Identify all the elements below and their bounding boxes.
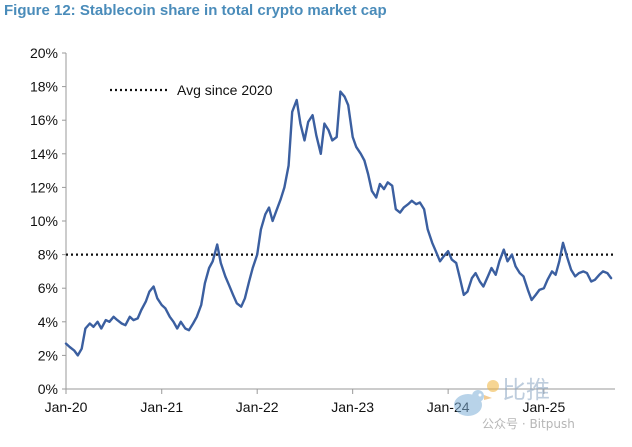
x-tick-label: Jan-25: [522, 399, 565, 415]
legend: Avg since 2020: [110, 82, 273, 98]
x-tick-label: Jan-21: [140, 399, 183, 415]
x-axis: Jan-20 Jan-21 Jan-22 Jan-23 Jan-24 Jan-25: [45, 388, 615, 415]
y-tick-label: 16%: [30, 112, 58, 128]
y-tick-label: 0%: [38, 381, 58, 397]
x-tick-label: Jan-23: [331, 399, 374, 415]
y-tick-label: 20%: [30, 45, 58, 61]
y-tick-label: 12%: [30, 179, 58, 195]
stablecoin-share-series-line: [64, 90, 613, 357]
y-tick-label: 14%: [30, 146, 58, 162]
y-tick-label: 18%: [30, 79, 58, 95]
watermark-account-text: 公众号 · Bitpush: [482, 417, 575, 431]
watermark: 比推 公众号 · Bitpush: [454, 376, 575, 431]
bird-logo-icon: [454, 380, 499, 416]
y-tick-label: 10%: [30, 213, 58, 229]
y-tick-label: 4%: [38, 314, 58, 330]
legend-avg-label: Avg since 2020: [177, 82, 273, 98]
y-tick-label: 8%: [38, 247, 58, 263]
y-tick-label: 6%: [38, 280, 58, 296]
figure-title: Figure 12: Stablecoin share in total cry…: [4, 2, 387, 19]
x-tick-label: Jan-22: [236, 399, 279, 415]
x-tick-label: Jan-20: [45, 399, 88, 415]
y-axis: 0% 2% 4% 6% 8% 10% 12% 14% 16% 18% 20%: [30, 45, 67, 397]
y-tick-label: 2%: [38, 347, 58, 363]
watermark-brand-text: 比推: [502, 376, 550, 404]
series-layer: [64, 90, 613, 357]
